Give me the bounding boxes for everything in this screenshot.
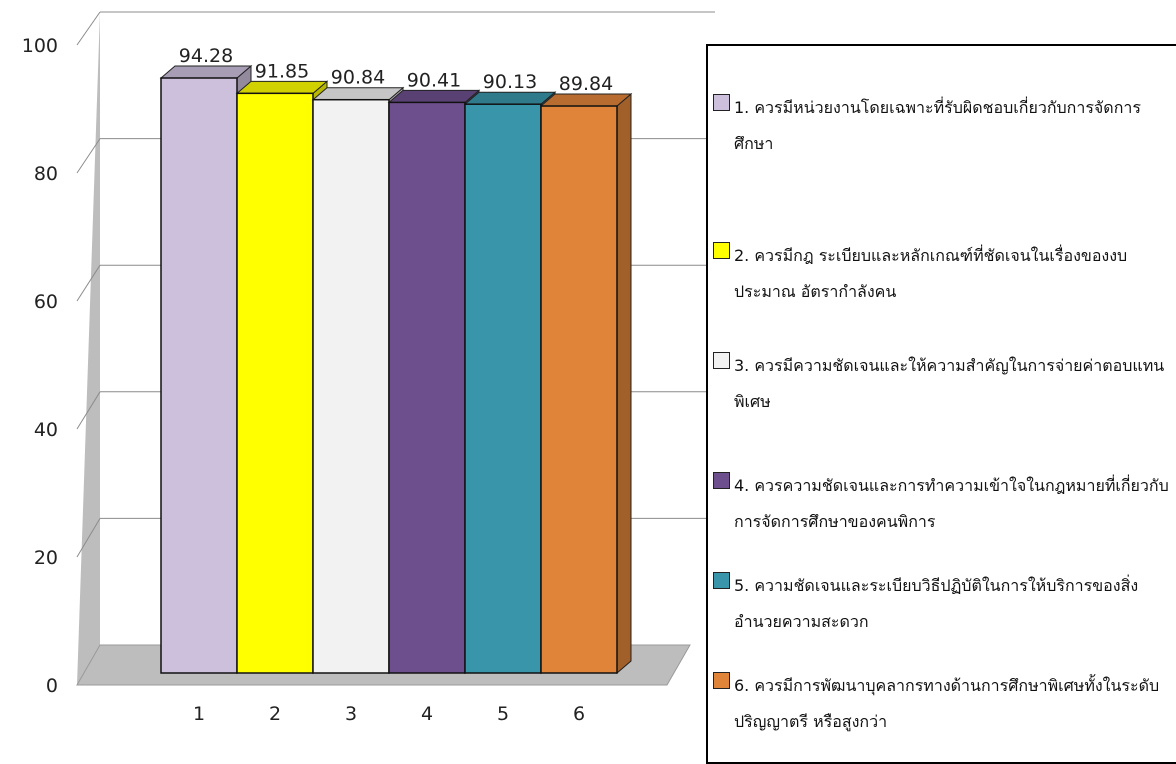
x-tick-label-2: 2 — [269, 703, 281, 725]
gridline-side-40 — [76, 391, 101, 430]
legend-swatch-4 — [713, 472, 730, 489]
bar-side-6 — [616, 92, 632, 675]
data-label-5: 90.13 — [483, 71, 537, 93]
gridline-side-60 — [76, 264, 101, 302]
legend-swatch-6 — [713, 672, 730, 689]
legend-label-5: 5. ความชัดเจนและระเบียบวิธีปฏิบัติในการใ… — [734, 576, 1139, 631]
y-tick-label-0: 0 — [46, 675, 58, 697]
x-axis-ticks: 1 2 3 4 5 6 — [193, 703, 585, 725]
bar-top-3 — [311, 87, 405, 101]
data-label-3: 90.84 — [331, 67, 385, 89]
x-tick-label-1: 1 — [193, 703, 205, 725]
bar-front-6 — [540, 105, 618, 674]
bar-chart: 0 20 40 60 80 100 1 2 3 4 5 6 94.28 91.85 90.84 90.41… — [22, 11, 715, 725]
legend-swatch-5 — [713, 572, 730, 589]
data-labels: 94.28 91.85 90.84 90.41 90.13 89.84 — [179, 45, 613, 95]
data-label-1: 94.28 — [179, 45, 233, 67]
y-axis-ticks: 0 20 40 60 80 100 — [22, 35, 58, 697]
bar-front-5 — [464, 103, 542, 674]
legend-swatch-2 — [713, 242, 730, 259]
y-tick-label-80: 80 — [34, 163, 58, 185]
legend-label-1: 1. ควรมีหน่วยงานโดยเฉพาะที่รับผิดชอบเกี่… — [734, 98, 1141, 153]
bar-top-5 — [463, 91, 557, 105]
bar-6 — [539, 92, 633, 675]
gridline-side-20 — [76, 518, 101, 558]
legend-label-4: 4. ควรความชัดเจนและการทำความเข้าใจในกฎหม… — [734, 476, 1169, 531]
x-tick-label-3: 3 — [345, 703, 357, 725]
x-tick-label-5: 5 — [497, 703, 509, 725]
legend-label-2: 2. ควรมีกฎ ระเบียบและหลักเกณฑ์ที่ชัดเจนใ… — [734, 246, 1128, 301]
data-label-4: 90.41 — [407, 69, 461, 91]
data-label-2: 91.85 — [255, 60, 309, 82]
bar-front-2 — [236, 92, 314, 674]
bar-front-3 — [312, 98, 390, 674]
legend: 1. ควรมีหน่วยงานโดยเฉพาะที่รับผิดชอบเกี่… — [706, 44, 1176, 764]
y-tick-label-40: 40 — [34, 419, 58, 441]
data-label-6: 89.84 — [559, 73, 613, 95]
bar-front-1 — [160, 77, 238, 674]
bar-top-2 — [235, 80, 329, 94]
gridline-side-100 — [76, 11, 101, 46]
gridline-side-80 — [76, 138, 101, 174]
y-tick-label-20: 20 — [34, 547, 58, 569]
y-tick-label-100: 100 — [22, 35, 58, 57]
legend-swatch-1 — [713, 94, 730, 111]
bar-top-4 — [387, 89, 481, 103]
bar-top-1 — [159, 65, 253, 79]
bars — [159, 64, 633, 675]
side-wall — [77, 12, 100, 685]
bar-front-4 — [388, 101, 466, 674]
y-tick-label-60: 60 — [34, 291, 58, 313]
legend-label-6: 6. ควรมีการพัฒนาบุคลากรทางด้านการศึกษาพิ… — [734, 676, 1160, 731]
legend-label-3: 3. ควรมีความชัดเจนและให้ความสำคัญในการจ่… — [734, 356, 1165, 411]
legend-swatch-3 — [713, 352, 730, 369]
x-tick-label-6: 6 — [573, 703, 585, 725]
x-tick-label-4: 4 — [421, 703, 433, 725]
bar-top-6 — [539, 93, 633, 107]
